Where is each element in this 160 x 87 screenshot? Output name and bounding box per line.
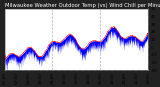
Text: Milwaukee Weather Outdoor Temp (vs) Wind Chill per Minute (Last 24 Hours): Milwaukee Weather Outdoor Temp (vs) Wind…	[5, 3, 160, 8]
